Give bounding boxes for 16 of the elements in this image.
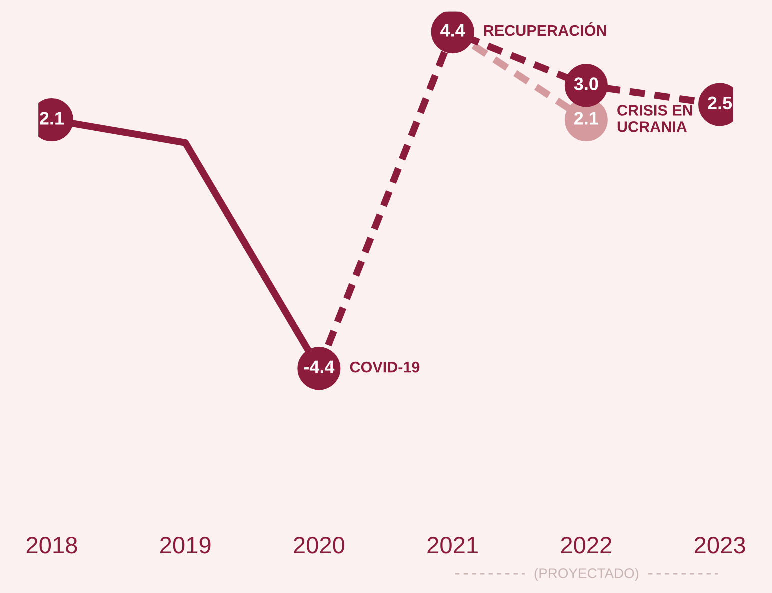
- data-label: 2.1: [40, 112, 64, 125]
- x-tick-label: 2022: [561, 536, 612, 554]
- data-label: 3.0: [574, 78, 598, 90]
- x-tick-label: 2019: [160, 536, 211, 554]
- data-label: 4.4: [440, 24, 466, 37]
- text: (PROYECTADO): [534, 568, 639, 582]
- annotation: COVID-19: [350, 362, 420, 373]
- x-tick-label: 2023: [694, 536, 746, 554]
- data-label: -4.4: [304, 360, 335, 374]
- x-tick-label: 2018: [26, 536, 78, 554]
- x-tick-label: 2021: [428, 536, 478, 554]
- data-label: 2.1: [574, 112, 598, 125]
- annotation: RECUPERACIÓN: [484, 22, 606, 36]
- x-tick-label: 2020: [294, 536, 345, 554]
- annotation: CRISIS EN UCRANIA: [618, 105, 692, 132]
- data-label: 2.5: [708, 96, 732, 110]
